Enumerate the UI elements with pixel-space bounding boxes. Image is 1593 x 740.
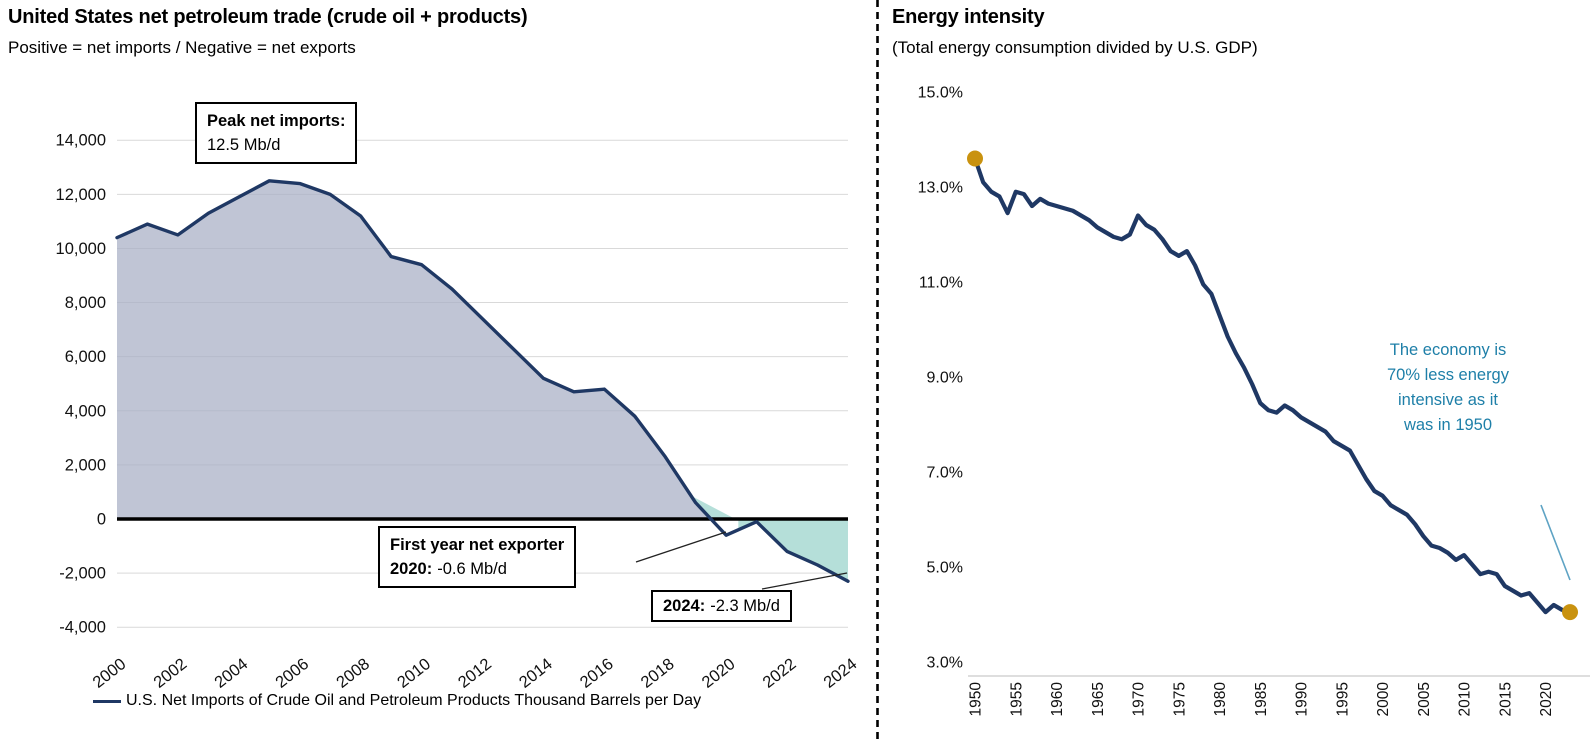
x-tick-label: 2000 xyxy=(89,655,129,692)
y-tick-label: 7.0% xyxy=(927,465,963,482)
y-tick-label: 4,000 xyxy=(65,402,106,420)
x-tick-label: 2018 xyxy=(638,655,678,692)
x-tick-label: 1980 xyxy=(1212,682,1229,717)
x-tick-label: 1965 xyxy=(1090,682,1107,716)
x-tick-label: 2005 xyxy=(1416,682,1433,716)
net-imports-line xyxy=(115,179,850,583)
net-imports-area xyxy=(117,180,711,519)
left-chart-legend: U.S. Net Imports of Crude Oil and Petrol… xyxy=(93,692,701,710)
x-tick-label: 1950 xyxy=(968,682,985,717)
x-tick-label: 1990 xyxy=(1294,682,1311,717)
left-y-axis-labels: 14,000 12,000 10,000 8,000 6,000 4,000 2,000 0 -… xyxy=(56,132,106,637)
x-tick-label: 2015 xyxy=(1497,682,1514,716)
note-leader-line xyxy=(1540,504,1571,581)
x-tick-label: 2020 xyxy=(1538,682,1555,717)
x-tick-label: 2004 xyxy=(211,655,251,692)
y-tick-label: 14,000 xyxy=(56,132,106,150)
right-chart-title: Energy intensity xyxy=(892,6,1045,28)
note-line: The economy is xyxy=(1389,341,1507,359)
left-x-axis-labels: 2000 2002 2004 2006 2008 2010 2012 2014 2016 2018… xyxy=(89,655,860,692)
negative-area-wedge xyxy=(691,495,736,519)
annotation-latest-value: -2.3 Mb/d xyxy=(710,597,780,615)
x-tick-label: 1955 xyxy=(1008,682,1025,716)
legend-line-swatch xyxy=(93,699,121,703)
x-tick-label: 1995 xyxy=(1334,682,1351,716)
x-tick-label: 2012 xyxy=(455,655,495,692)
y-tick-label: 5.0% xyxy=(927,560,963,577)
y-tick-label: 10,000 xyxy=(56,240,106,258)
legend-label: U.S. Net Imports of Crude Oil and Petrol… xyxy=(126,692,702,709)
annotation-peak-value: 12.5 Mb/d xyxy=(207,136,281,154)
x-tick-label: 2020 xyxy=(699,655,739,692)
x-tick-label: 2022 xyxy=(760,655,800,692)
y-tick-label: 11.0% xyxy=(919,275,963,292)
x-tick-label: 1960 xyxy=(1049,682,1066,717)
right-x-axis-labels: 1950 1955 1960 1965 1970 1975 1980 1985 1990 1995… xyxy=(968,682,1556,717)
y-tick-label: -4,000 xyxy=(59,619,106,637)
x-tick-label: 1970 xyxy=(1131,682,1148,717)
left-chart-title: United States net petroleum trade (crude… xyxy=(8,6,528,28)
right-y-axis-labels: 15.0% 13.0% 11.0% 9.0% 7.0% 5.0% 3.0% xyxy=(918,85,963,672)
y-tick-label: 3.0% xyxy=(927,655,963,672)
y-tick-label: 13.0% xyxy=(918,180,963,197)
annotation-exporter-year: 2020: xyxy=(390,560,433,578)
annotation-exporter-label: First year net exporter xyxy=(390,536,565,554)
note-line: 70% less energy xyxy=(1387,366,1509,384)
y-tick-label: 6,000 xyxy=(65,348,106,366)
note-line: intensive as it xyxy=(1398,391,1498,409)
right-chart-subtitle: (Total energy consumption divided by U.S… xyxy=(892,38,1258,57)
y-tick-label: 0 xyxy=(97,511,106,529)
endpoint-dot-latest xyxy=(1562,604,1579,621)
x-tick-label: 2006 xyxy=(272,655,312,692)
x-tick-label: 2014 xyxy=(516,655,556,692)
leader-line-2020 xyxy=(635,531,727,563)
x-tick-label: 2008 xyxy=(333,655,373,692)
y-tick-label: -2,000 xyxy=(59,565,106,583)
endpoint-dot-1950 xyxy=(967,150,983,167)
note-line: was in 1950 xyxy=(1403,416,1493,434)
y-tick-label: 15.0% xyxy=(918,85,963,102)
y-tick-label: 2,000 xyxy=(65,456,106,474)
x-tick-label: 2002 xyxy=(150,655,190,692)
annotation-exporter-value: -0.6 Mb/d xyxy=(437,560,507,578)
left-chart-subtitle: Positive = net imports / Negative = net … xyxy=(8,38,356,57)
y-tick-label: 12,000 xyxy=(56,186,106,204)
leader-line-2024 xyxy=(761,572,848,590)
y-tick-label: 8,000 xyxy=(65,294,106,312)
annotation-2024-value: 2024: -2.3 Mb/d xyxy=(651,590,792,622)
annotation-peak-net-imports: Peak net imports: 12.5 Mb/d xyxy=(195,102,358,164)
annotation-economy-note: The economy is 70% less energy intensive a… xyxy=(1368,338,1528,438)
x-tick-label: 2016 xyxy=(577,655,617,692)
annotation-peak-label: Peak net imports: xyxy=(207,112,346,130)
x-tick-label: 2024 xyxy=(820,655,860,692)
x-tick-label: 2000 xyxy=(1375,682,1392,717)
x-tick-label: 2010 xyxy=(1457,682,1474,717)
x-tick-label: 1975 xyxy=(1171,682,1188,716)
annotation-first-net-exporter: First year net exporter 2020: -0.6 Mb/d xyxy=(378,526,577,588)
x-tick-label: 2010 xyxy=(394,655,434,692)
energy-intensity-line xyxy=(972,156,1573,615)
y-tick-label: 9.0% xyxy=(927,370,963,387)
x-tick-label: 1985 xyxy=(1253,682,1270,716)
annotation-latest-year: 2024: xyxy=(663,597,706,615)
